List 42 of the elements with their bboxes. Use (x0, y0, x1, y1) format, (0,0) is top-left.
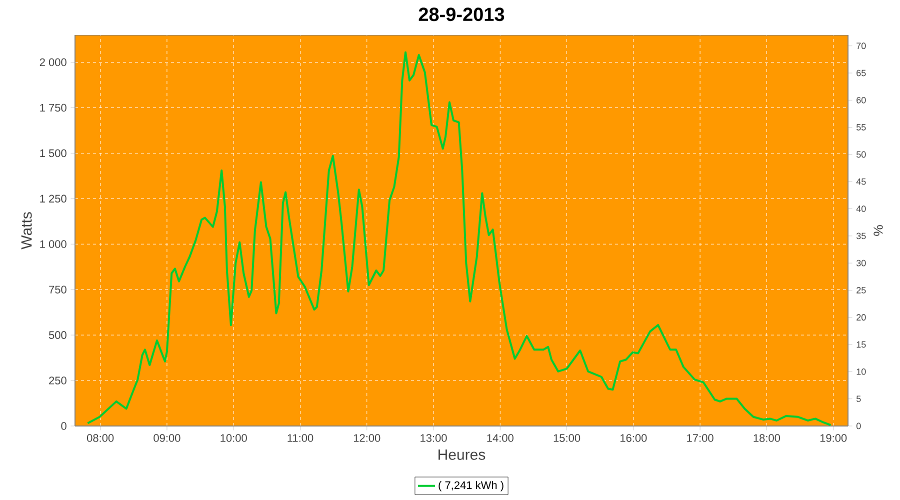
x-tick-label: 14:00 (487, 434, 514, 442)
y2-tick-label: 10 (856, 368, 866, 375)
x-tick-label: 19:00 (820, 434, 847, 442)
y2-tick-label: 30 (856, 260, 866, 266)
y-tick-label: 1 500 (40, 149, 66, 158)
y2-tick-label: 5 (856, 396, 861, 402)
y2-tick-label: 60 (856, 96, 866, 104)
y2-tick-label: 50 (856, 151, 866, 158)
y-tick-label: 500 (48, 331, 66, 339)
x-tick-label: 08:00 (86, 434, 114, 442)
x-tick-label: 17:00 (687, 434, 714, 442)
y-axis-title: Watts (21, 212, 32, 250)
legend-label: ( 7,241 kWh ) (438, 481, 504, 492)
y-tick-label: 250 (49, 376, 66, 384)
y-tick-label: 1 000 (40, 240, 66, 248)
x-tick-label: 11:00 (288, 434, 314, 442)
y2-tick-label: 45 (856, 178, 866, 185)
y-tick-label: 1 250 (40, 194, 66, 203)
y2-tick-label: 15 (856, 341, 866, 348)
y2-tick-label: 35 (856, 232, 866, 240)
y2-tick-label: 20 (856, 314, 866, 321)
y2-tick-label: 65 (856, 70, 866, 76)
y-tick-label: 0 (61, 422, 66, 430)
y2-tick-label: 55 (856, 124, 866, 130)
x-tick-label: 16:00 (620, 434, 647, 442)
chart-title: 28-9-2013 (418, 8, 504, 22)
x-tick-label: 09:00 (154, 434, 180, 442)
x-tick-label: 13:00 (420, 434, 447, 442)
y2-axis-title: % (874, 225, 883, 236)
line-series (86, 51, 832, 426)
y-tick-label: 2 000 (40, 58, 66, 66)
x-axis-title: Heures (438, 449, 486, 460)
y2-tick-label: 40 (856, 206, 866, 212)
y-tick-label: 1 750 (40, 104, 66, 112)
x-tick-label: 10:00 (220, 434, 247, 442)
y2-tick-label: 25 (856, 287, 866, 294)
x-tick-label: 12:00 (354, 434, 380, 442)
x-tick-label: 18:00 (754, 434, 780, 442)
y2-tick-label: 0 (856, 422, 861, 430)
y-tick-label: 750 (49, 286, 66, 294)
x-tick-label: 15:00 (554, 434, 580, 442)
y2-tick-label: 70 (856, 42, 866, 50)
